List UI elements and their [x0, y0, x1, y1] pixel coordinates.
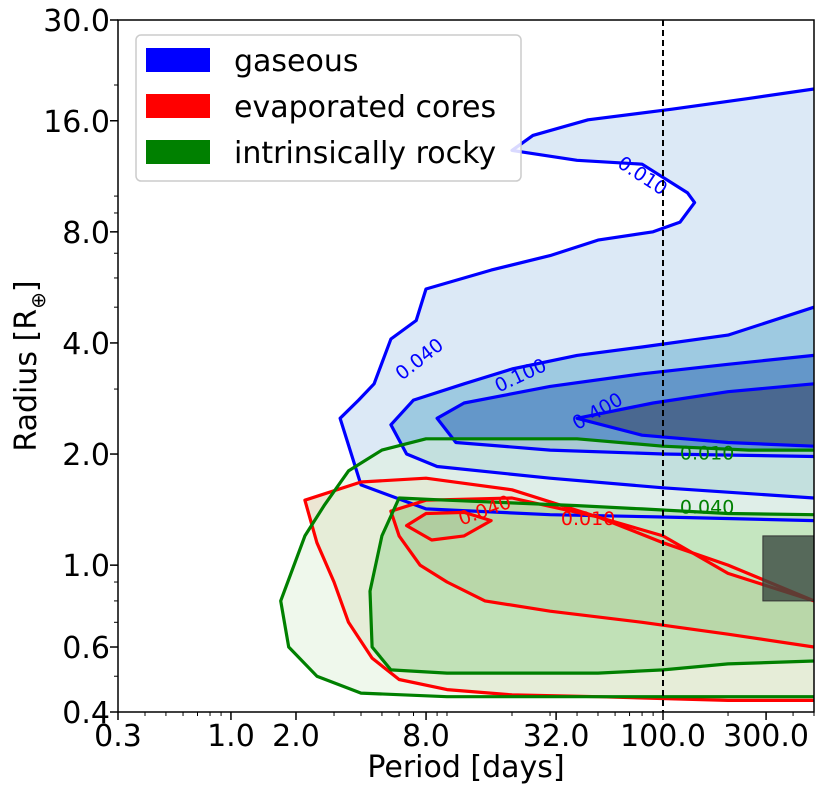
legend-label: evaporated cores [234, 90, 496, 125]
contour-label-intrinsically-rocky-0.040: 0.040 [680, 496, 734, 518]
contour-line-gaseous-0.400 [575, 382, 814, 448]
y-tick-label: 0.6 [62, 631, 110, 666]
x-tick-label: 0.3 [94, 719, 142, 754]
shaded-box [762, 535, 814, 602]
y-axis-title-text: Radius [R [9, 309, 44, 452]
y-axis-title: Radius [R⊕] [9, 280, 50, 451]
y-tick-label: 8.0 [62, 216, 110, 251]
contour-line-evaporated-cores-0.040 [389, 496, 814, 649]
y-tick-label: 16.0 [43, 105, 110, 140]
legend-label: intrinsically rocky [234, 136, 496, 171]
contour-line-evaporated-cores-0.100 [405, 510, 493, 542]
x-tick-label: 32.0 [523, 719, 590, 754]
contour-label-evaporated-cores-0.010: 0.010 [561, 508, 615, 530]
contour-line-gaseous-0.040 [389, 305, 814, 500]
contour-line-intrinsically-rocky-0.010 [279, 437, 814, 699]
overlays [662, 20, 814, 712]
plot-frame [117, 19, 815, 713]
y-axis-title-close: ] [9, 280, 44, 292]
legend-swatch [146, 94, 210, 118]
contour-label-intrinsically-rocky-0.010: 0.010 [680, 443, 734, 465]
x-tick-label: 2.0 [272, 719, 320, 754]
contour-line-gaseous-0.010 [338, 87, 814, 523]
y-tick-label: 30.0 [43, 4, 110, 39]
y-tick-label: 2.0 [62, 438, 110, 473]
contour-lines [279, 87, 814, 702]
legend: gaseous evaporated cores intrinsically roc… [135, 34, 522, 182]
contour-fills [280, 89, 814, 701]
legend-label: gaseous [234, 44, 359, 79]
axes: 0.3 1.0 2.0 8.0 32.0 100.0 300.0 0.4 0.6 1.0 2.0 4.… [43, 4, 815, 754]
x-axis-title: Period [days] [367, 750, 564, 785]
contour-line-intrinsically-rocky-0.040 [368, 496, 814, 675]
legend-box [135, 34, 522, 182]
y-tick-label: 4.0 [62, 327, 110, 362]
legend-swatch [146, 48, 210, 72]
contour-line-gaseous-0.100 [435, 353, 814, 459]
contour-fill-gaseous-0.400 [577, 383, 814, 447]
x-tick-label: 300.0 [723, 719, 809, 754]
y-tick-label: 0.4 [62, 696, 110, 731]
legend-swatch [146, 140, 210, 164]
y-axis-title-subscript: ⊕ [26, 292, 50, 309]
y-tick-label: 1.0 [62, 549, 110, 584]
x-tick-label: 100.0 [620, 719, 706, 754]
x-tick-label: 1.0 [207, 719, 255, 754]
x-tick-label: 8.0 [402, 719, 450, 754]
